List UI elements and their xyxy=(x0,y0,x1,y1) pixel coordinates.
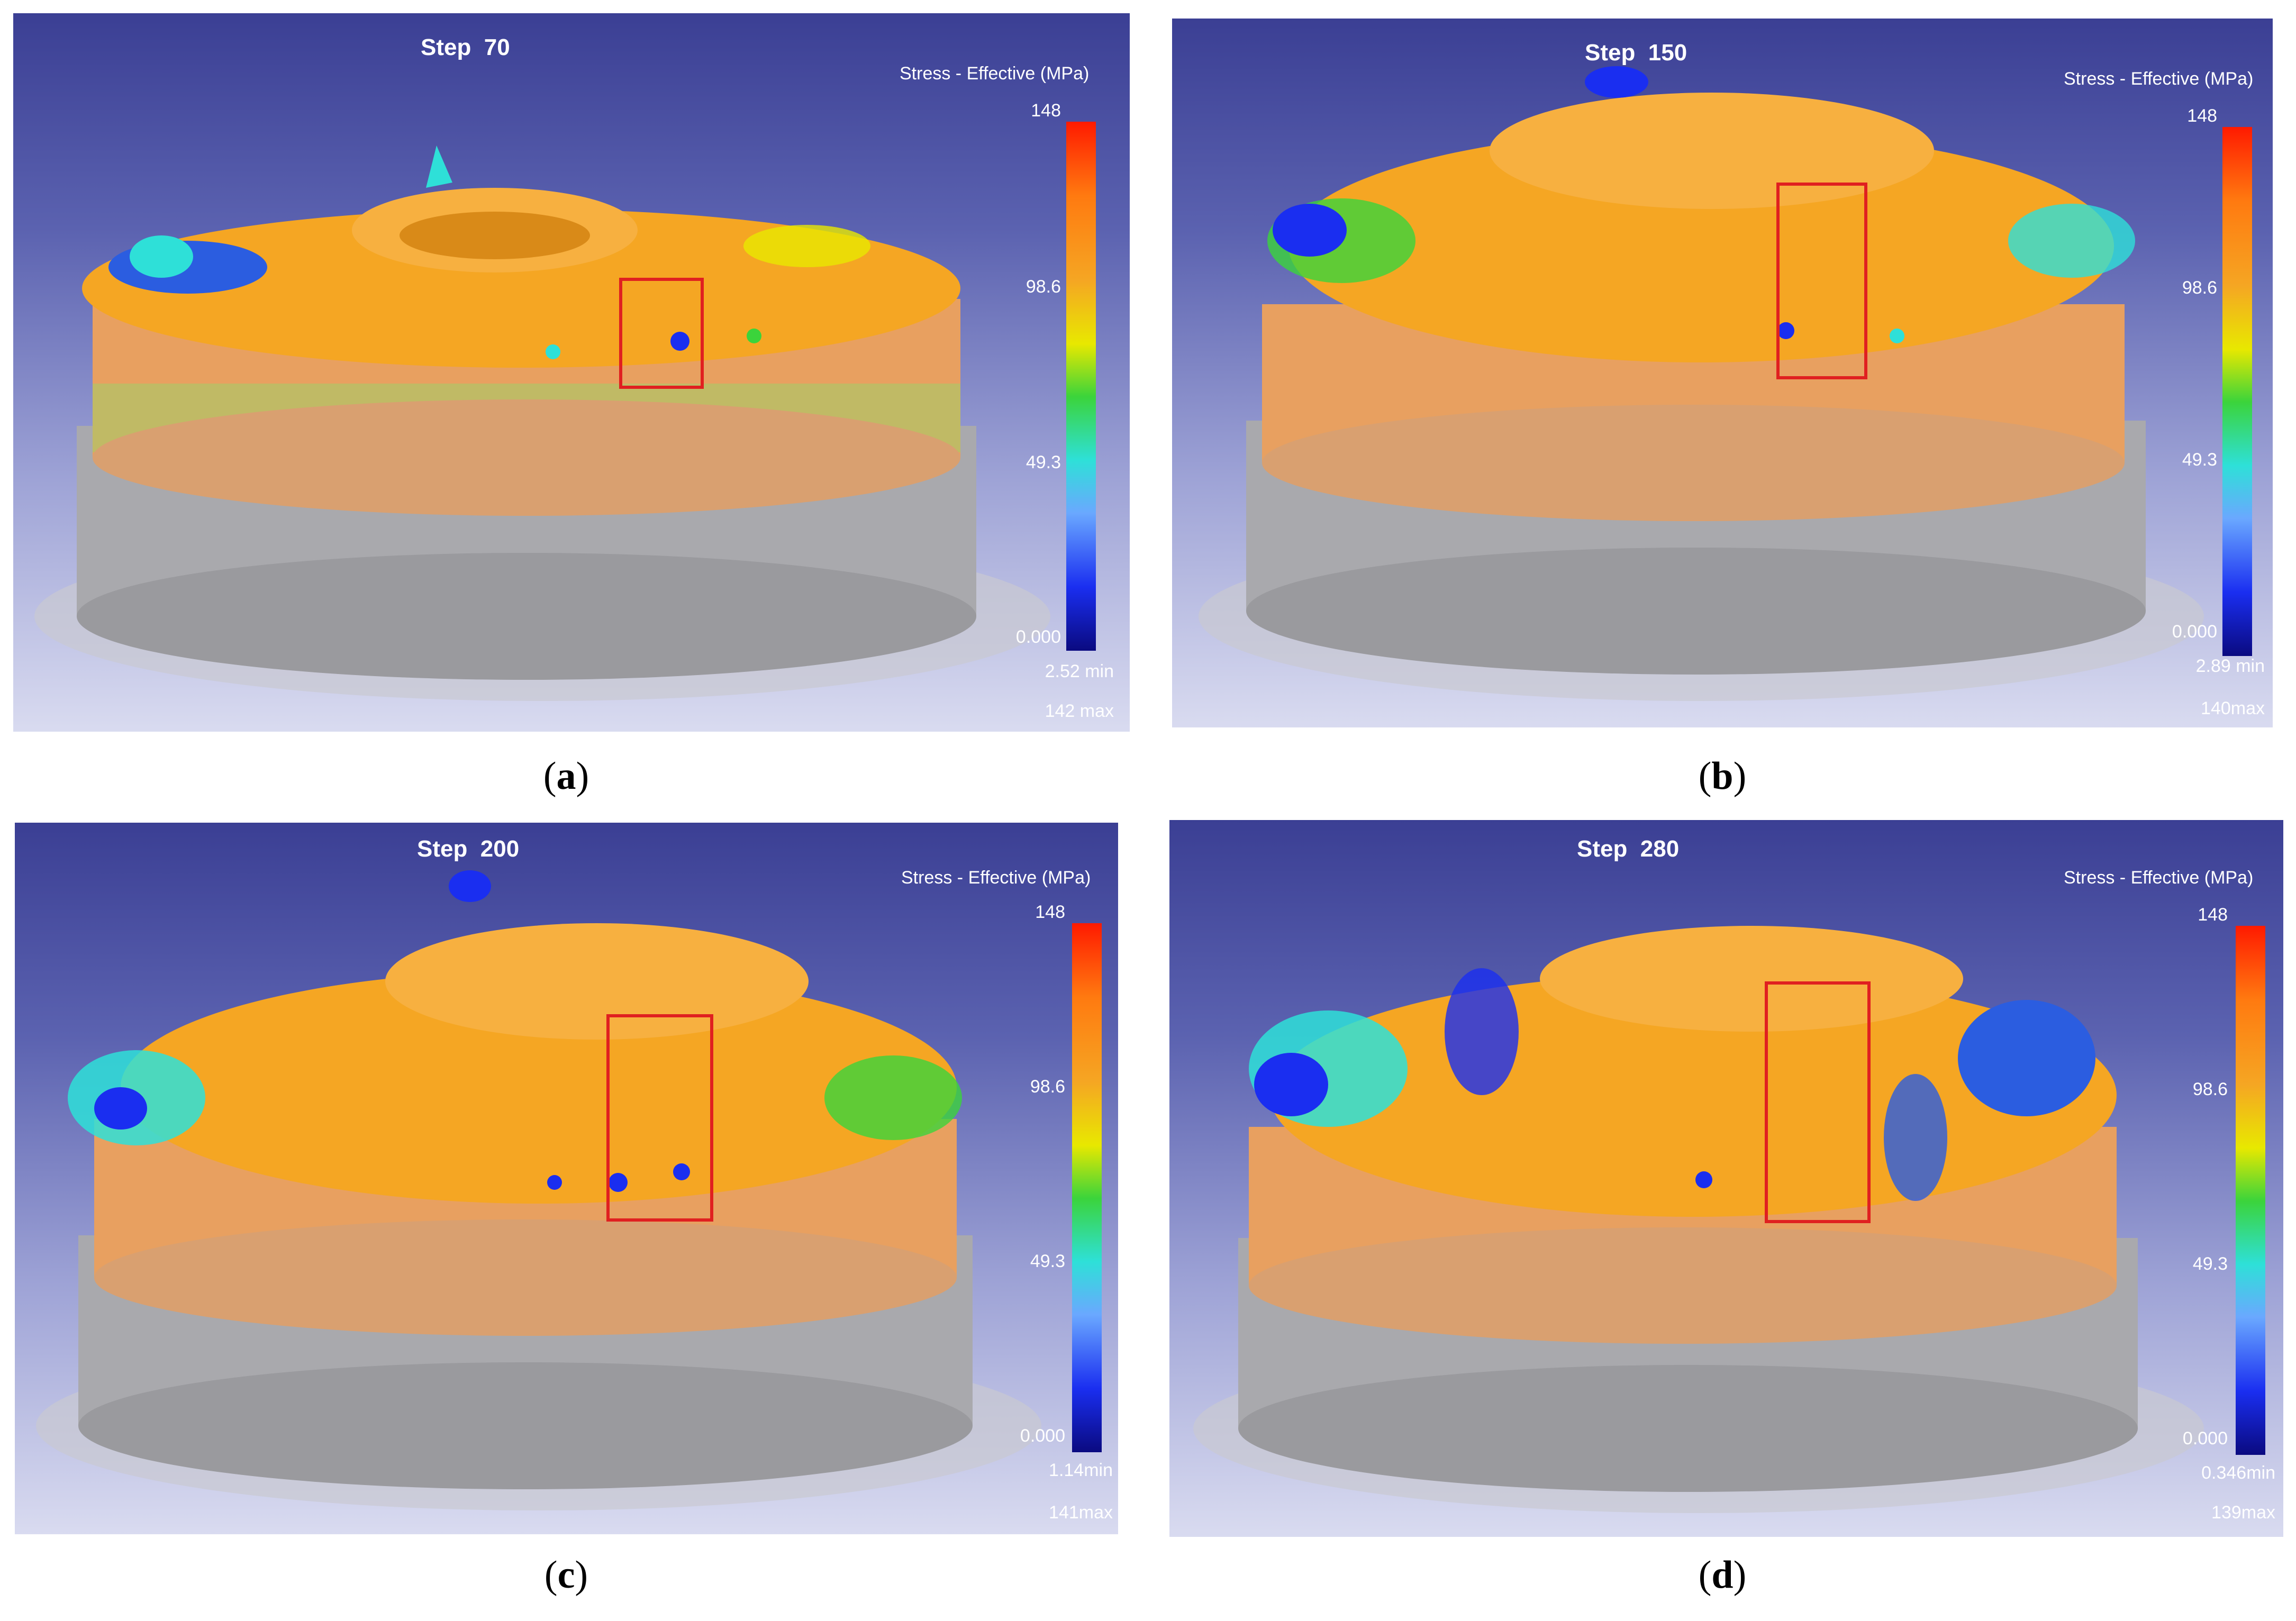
scale-tick-max: 148 xyxy=(2198,905,2228,925)
scale-tick-upper: 98.6 xyxy=(2192,1079,2228,1099)
color-scale-bar xyxy=(2222,127,2252,656)
highlight-box xyxy=(606,1014,713,1222)
min-value: 1.14min xyxy=(1049,1460,1113,1480)
forging-scene-b xyxy=(1199,66,2204,701)
panel-d: Step 280 Stress - Effective (MPa) 148 98… xyxy=(1169,820,2283,1537)
step-label: Step 70 xyxy=(421,34,510,60)
highlight-box xyxy=(619,278,704,389)
caption-d: (d) xyxy=(1698,1553,1747,1597)
scale-tick-lower: 49.3 xyxy=(1030,1251,1065,1271)
highlight-box xyxy=(1776,183,1867,379)
scale-tick-max: 148 xyxy=(2187,106,2217,126)
step-label: Step 200 xyxy=(417,836,520,862)
color-scale-bar xyxy=(1072,923,1102,1452)
scale-tick-lower: 49.3 xyxy=(2192,1254,2228,1274)
legend-title: Stress - Effective (MPa) xyxy=(901,868,1091,888)
scale-tick-max: 148 xyxy=(1031,101,1061,121)
scale-tick-min: 0.000 xyxy=(1015,627,1061,647)
max-value: 142 max xyxy=(1045,701,1114,721)
scale-tick-upper: 98.6 xyxy=(1026,277,1061,297)
scale-tick-upper: 98.6 xyxy=(1030,1077,1065,1097)
color-scale-bar xyxy=(2236,926,2265,1455)
panel-a: Step 70 Stress - Effective (MPa) 148 98.… xyxy=(13,13,1130,732)
scale-tick-lower: 49.3 xyxy=(2182,450,2217,470)
scale-tick-min: 0.000 xyxy=(2172,622,2217,642)
panel-c: Step 200 Stress - Effective (MPa) 148 98… xyxy=(15,823,1118,1534)
scale-tick-max: 148 xyxy=(1035,902,1065,922)
panel-b: Step 150 Stress - Effective (MPa) 148 98… xyxy=(1172,19,2273,727)
caption-c: (c) xyxy=(544,1553,588,1597)
max-value: 139max xyxy=(2211,1502,2275,1523)
forging-scene-a xyxy=(34,145,1050,701)
step-label: Step 280 xyxy=(1577,836,1680,862)
caption-a: (a) xyxy=(543,754,589,798)
min-value: 2.89 min xyxy=(2195,656,2265,676)
scale-tick-min: 0.000 xyxy=(2182,1428,2228,1449)
forging-scene-d xyxy=(1193,926,2204,1513)
forging-scene-c xyxy=(36,870,1041,1510)
legend-title: Stress - Effective (MPa) xyxy=(900,63,1090,84)
legend-title: Stress - Effective (MPa) xyxy=(2064,868,2254,888)
max-value: 140max xyxy=(2201,698,2265,718)
scale-tick-min: 0.000 xyxy=(1020,1426,1065,1446)
scale-tick-upper: 98.6 xyxy=(2182,278,2217,298)
min-value: 2.52 min xyxy=(1045,661,1114,681)
step-label: Step 150 xyxy=(1585,40,1687,66)
scale-tick-lower: 49.3 xyxy=(1026,452,1061,472)
legend-title: Stress - Effective (MPa) xyxy=(2064,69,2254,89)
min-value: 0.346min xyxy=(2201,1463,2275,1483)
highlight-box xyxy=(1765,981,1871,1223)
max-value: 141max xyxy=(1049,1502,1113,1523)
caption-b: (b) xyxy=(1698,754,1747,798)
color-scale-bar xyxy=(1066,122,1096,651)
